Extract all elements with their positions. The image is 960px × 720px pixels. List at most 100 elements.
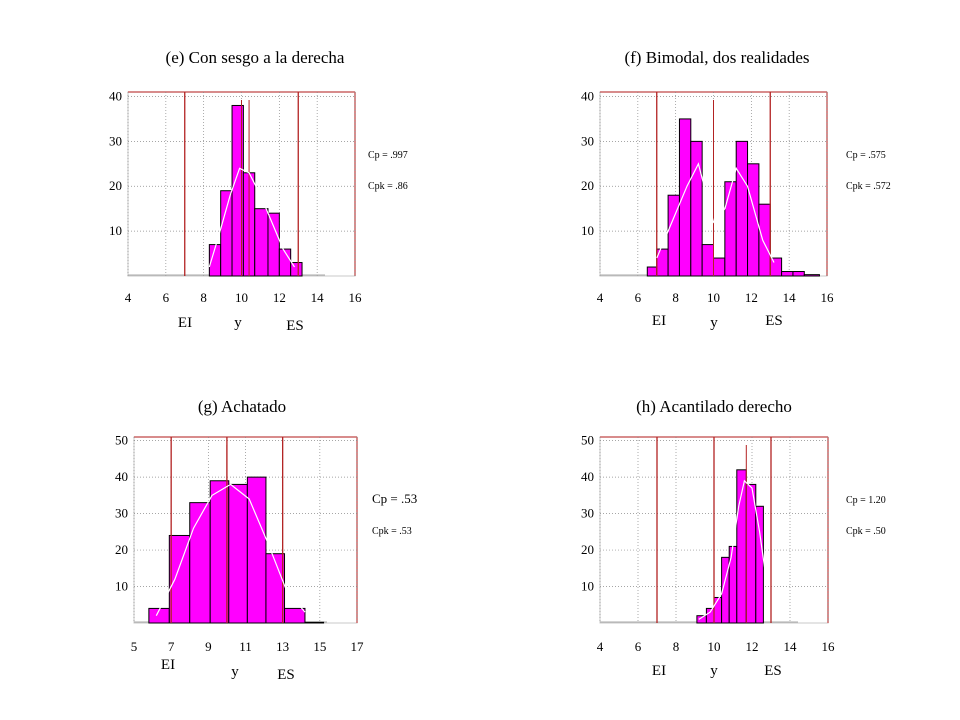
fit-curve [656,162,775,263]
ei-label: EI [652,663,666,679]
y-tick-label: 10 [109,223,122,238]
es-label: ES [765,313,783,329]
histogram-bar [755,505,764,624]
es-label: ES [286,318,304,334]
x-tick-label: 14 [311,290,325,305]
chart-title: (h) Acantilado derecho [636,397,792,416]
x-tick-label: 14 [784,639,798,654]
y-label: y [231,664,239,680]
y-tick-label: 30 [115,506,128,521]
y-tick-label: 10 [115,579,128,594]
y-label: y [710,663,718,679]
x-tick-label: 7 [168,639,175,654]
x-tick-label: 16 [822,639,836,654]
y-tick-label: 30 [581,133,594,148]
y-label: y [710,315,718,331]
x-tick-label: 8 [673,639,680,654]
y-tick-label: 20 [581,542,594,557]
x-tick-label: 12 [745,290,758,305]
y-tick-label: 30 [109,133,122,148]
y-tick-label: 20 [581,178,594,193]
x-tick-label: 6 [635,290,642,305]
x-tick-label: 13 [276,639,289,654]
x-tick-label: 14 [783,290,797,305]
histogram-bar [735,140,749,277]
ei-label: EI [652,313,666,329]
histogram-bar [701,244,715,277]
x-tick-label: 10 [235,290,248,305]
ei-label: EI [161,657,175,673]
ei-label: EI [178,315,192,331]
chart-title: (g) Achatado [198,397,286,416]
histogram-bar [189,502,211,624]
histogram-bar [246,476,267,624]
histogram-bar [728,545,738,624]
histogram-bar [304,621,325,624]
histogram-bar [792,271,805,277]
histogram-bar [769,257,783,277]
y-tick-label: 50 [115,433,128,448]
histogram-bar [290,262,303,277]
histogram-panel-3: (h) Acantilado derecho 10 20 30 40 50 4 6 8 10 12 1… [581,397,886,679]
y-tick-label: 20 [109,178,122,193]
y-tick-label: 40 [581,88,594,103]
x-tick-label: 4 [597,639,604,654]
x-tick-label: 17 [351,639,365,654]
x-tick-label: 11 [239,639,252,654]
histogram-bar [284,607,306,624]
histogram-bar [220,190,233,277]
histogram-panel-0: (e) Con sesgo a la derecha 10 20 30 40 4 6 8 10 1… [109,48,408,334]
cpk-value: Cpk = .86 [368,181,408,192]
es-label: ES [277,667,295,683]
y-tick-label: 10 [581,579,594,594]
fit-curve [698,479,768,620]
cp-value: Cp = .997 [368,150,408,161]
x-tick-label: 12 [746,639,759,654]
x-tick-label: 4 [125,290,132,305]
histogram-bar [267,212,280,277]
histogram-bar [678,118,692,277]
histogram-panel-1: (f) Bimodal, dos realidades 10 20 30 40 4 6 8 10… [581,48,891,331]
histogram-bar [265,553,286,624]
histogram-bar [646,266,658,277]
cp-value: Cp = .575 [846,150,886,161]
histogram-bar [781,271,794,277]
cpk-value: Cpk = .53 [372,526,412,537]
x-tick-label: 16 [349,290,363,305]
es-label: ES [764,663,782,679]
x-tick-label: 5 [131,639,138,654]
y-tick-label: 40 [115,469,128,484]
histogram-bar [690,140,703,277]
cpk-value: Cpk = .572 [846,181,891,192]
y-tick-label: 40 [581,469,594,484]
histogram-bar [803,274,820,277]
histogram-bar [228,483,248,624]
x-tick-label: 4 [597,290,604,305]
x-tick-label: 10 [708,639,721,654]
y-tick-label: 30 [581,506,594,521]
x-tick-label: 6 [635,639,642,654]
y-tick-label: 20 [115,542,128,557]
x-tick-label: 15 [313,639,326,654]
histogram-bar [254,208,269,277]
x-tick-label: 9 [205,639,212,654]
x-tick-label: 8 [200,290,207,305]
histogram-bar [209,480,230,624]
histogram-panel-2: (g) Achatado 10 20 30 40 50 5 7 9 11 13 15 17 EI y ES Cp… [115,397,417,683]
histogram-bar [696,615,707,624]
fit-curve [208,167,296,268]
fit-curve [155,483,306,616]
histogram-bar [713,596,723,624]
x-tick-label: 16 [821,290,835,305]
x-tick-label: 8 [672,290,679,305]
cp-value: Cp = 1.20 [846,495,886,506]
histogram-bar [713,257,726,277]
y-label: y [234,315,242,331]
histogram-bar [724,181,737,277]
x-tick-label: 10 [707,290,720,305]
chart-title: (e) Con sesgo a la derecha [166,48,345,67]
y-tick-label: 40 [109,88,122,103]
cpk-value: Cpk = .50 [846,526,886,537]
x-tick-label: 6 [163,290,170,305]
